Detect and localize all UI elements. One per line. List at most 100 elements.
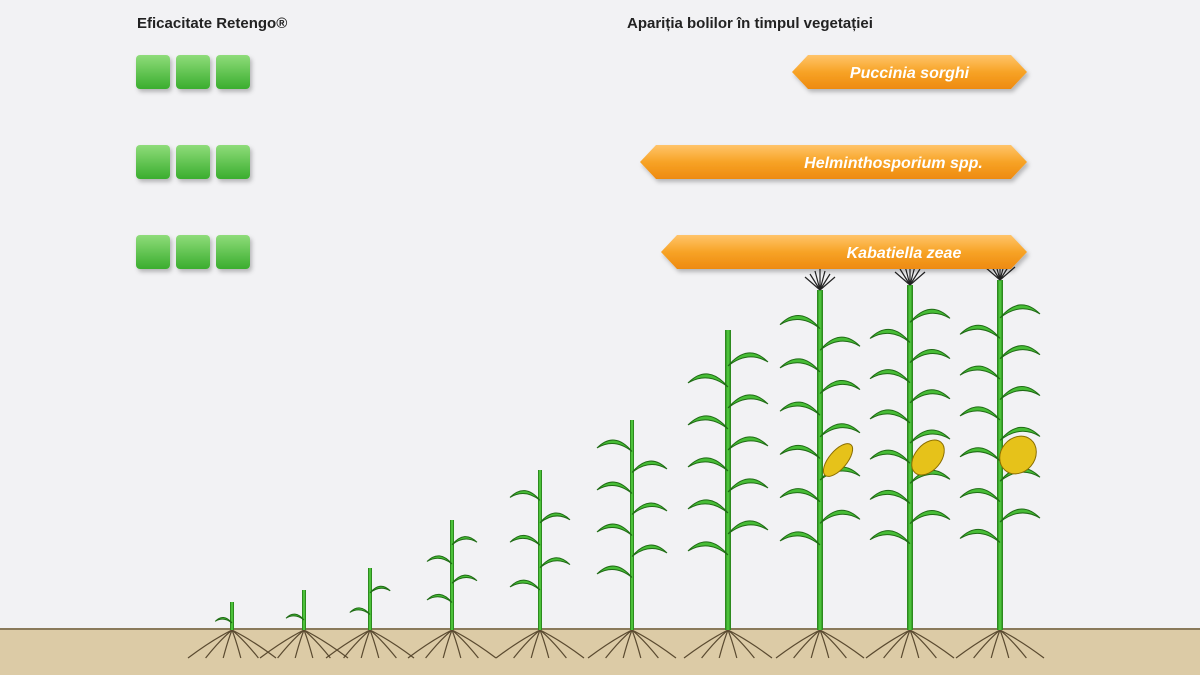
root: [727, 629, 773, 659]
leaf: [999, 508, 1041, 523]
leaf: [687, 499, 729, 514]
leaf: [909, 429, 951, 444]
leaf: [779, 401, 821, 416]
leaf: [596, 565, 633, 578]
ear: [911, 439, 945, 476]
leaf: [727, 394, 769, 409]
root: [718, 629, 729, 659]
plant: [407, 520, 497, 659]
plant: [955, 258, 1045, 659]
root: [205, 629, 233, 659]
leaf: [869, 530, 911, 545]
leaf: [451, 536, 478, 546]
tassel: [904, 265, 911, 286]
leaf: [909, 389, 951, 404]
plant: [187, 602, 277, 659]
disease-arrow: [661, 235, 1027, 269]
leaf: [426, 555, 453, 565]
leaf: [727, 478, 769, 493]
root: [631, 629, 659, 659]
leaf: [285, 613, 305, 621]
leaf: [999, 304, 1041, 319]
ear: [999, 435, 1037, 475]
root: [819, 629, 865, 659]
root: [303, 629, 331, 659]
leaf: [959, 447, 1001, 462]
leaf: [959, 488, 1001, 503]
root: [587, 629, 633, 659]
root: [442, 629, 453, 659]
tassel: [984, 266, 1001, 281]
leaf: [999, 386, 1041, 400]
plant: [325, 568, 415, 659]
efficacy-square: [176, 145, 210, 179]
plant: [587, 420, 677, 659]
leaf: [214, 617, 233, 624]
root: [865, 629, 911, 659]
root: [990, 629, 1001, 659]
leaf: [909, 308, 951, 323]
root: [999, 629, 1027, 659]
leaf: [819, 380, 861, 394]
root: [407, 629, 453, 659]
leaf: [687, 457, 729, 472]
root: [277, 629, 305, 659]
leaf: [687, 541, 729, 556]
leaf: [959, 406, 1001, 421]
root: [231, 629, 277, 659]
tassel: [909, 271, 926, 286]
root: [259, 629, 305, 659]
tassel: [819, 270, 826, 291]
plant: [259, 590, 349, 659]
root: [701, 629, 729, 659]
tassel: [999, 266, 1016, 281]
leaf: [727, 352, 769, 367]
leaf: [687, 373, 729, 388]
efficacy-square: [176, 235, 210, 269]
leaf: [909, 349, 951, 364]
leaf: [959, 365, 1001, 380]
tassel: [814, 270, 821, 291]
leaf: [426, 593, 453, 603]
root: [727, 629, 755, 659]
root: [909, 629, 955, 659]
ground: [0, 628, 1200, 675]
root: [973, 629, 1001, 659]
root: [360, 629, 371, 659]
tassel: [909, 265, 916, 286]
ear: [822, 443, 854, 477]
leaf: [869, 329, 911, 343]
leaf: [779, 315, 821, 330]
root: [303, 629, 314, 659]
plant: [683, 330, 773, 659]
root: [425, 629, 453, 659]
tassel: [819, 273, 831, 291]
root: [513, 629, 541, 659]
leaf: [869, 369, 911, 384]
leaf: [909, 510, 951, 525]
leaf: [779, 444, 821, 459]
root: [775, 629, 821, 659]
root: [999, 629, 1010, 659]
root: [631, 629, 642, 659]
leaf: [687, 415, 729, 430]
root: [343, 629, 371, 659]
leaf: [959, 529, 1001, 543]
leaf: [596, 439, 633, 452]
root: [819, 629, 830, 659]
plant: [865, 263, 955, 659]
root: [622, 629, 633, 659]
efficacy-header: Eficacitate Retengo®: [137, 15, 287, 32]
leaf: [369, 585, 391, 594]
tassel: [804, 276, 821, 291]
tassel: [894, 271, 911, 286]
root: [303, 629, 349, 659]
plant: [495, 470, 585, 659]
root: [539, 629, 585, 659]
plant: [775, 268, 865, 659]
root: [631, 629, 677, 659]
disease-arrow: [792, 55, 1027, 89]
leaf: [779, 488, 821, 503]
root: [294, 629, 305, 659]
leaf: [539, 557, 571, 568]
